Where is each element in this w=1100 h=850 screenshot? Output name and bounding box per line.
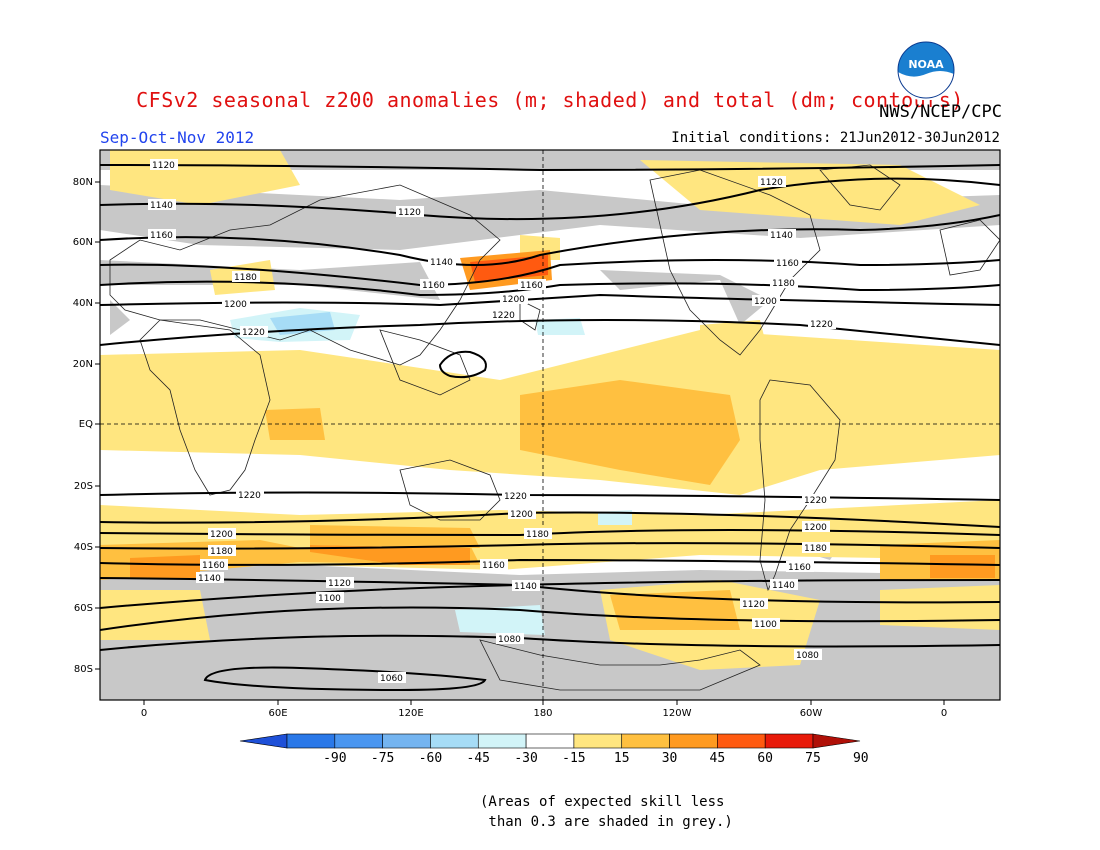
contour-label: 1160 (202, 561, 225, 571)
contour-label: 1080 (796, 651, 819, 661)
colorbar-max-arrow (812, 733, 861, 749)
lat-label: 40N (73, 298, 93, 309)
colorbar-swatch (669, 733, 718, 749)
contour-label: 1200 (510, 510, 533, 520)
lon-label: 0 (941, 708, 947, 719)
lat-label: 60N (73, 237, 93, 248)
contour-label: 1220 (242, 328, 265, 338)
lat-label: 80N (73, 177, 93, 188)
colorbar-swatch (717, 733, 766, 749)
colorbar-swatch (525, 733, 575, 749)
colorbar-tick-label: -15 (562, 751, 585, 766)
contour-label: 1140 (150, 201, 173, 211)
lon-label: 60W (800, 708, 823, 719)
contour-label: 1160 (150, 231, 173, 241)
contour-label: 1120 (742, 600, 765, 610)
contour-label: 1180 (210, 547, 233, 557)
skill-footnote: (Areas of expected skill less than 0.3 a… (480, 794, 733, 830)
contour-label: 1220 (504, 492, 527, 502)
lat-label: 80S (74, 664, 93, 675)
svg-text:NOAA: NOAA (908, 58, 944, 71)
contour-label: 1200 (210, 530, 233, 540)
contour-label: 1200 (754, 297, 777, 307)
anomaly-map: 1120 1120 1120 1140 1140 1140 1160 1160 … (73, 149, 1001, 766)
colorbar-swatch (334, 733, 383, 749)
colorbar-swatch (573, 733, 623, 749)
lon-label: 120E (398, 708, 423, 719)
contour-label: 1200 (804, 523, 827, 533)
contour-label: 1220 (804, 496, 827, 506)
colorbar-min-arrow (239, 733, 288, 749)
contour-label: 1140 (772, 581, 795, 591)
contour-label: 1140 (514, 582, 537, 592)
colorbar-tick-label: -45 (467, 751, 490, 766)
contour-label: 1100 (318, 594, 341, 604)
lat-label: 20N (73, 359, 93, 370)
season-label: Sep-Oct-Nov 2012 (100, 128, 255, 147)
lat-label: 20S (74, 481, 93, 492)
colorbar-swatch (430, 733, 479, 749)
contour-label: 1200 (502, 295, 525, 305)
lon-label: 0 (141, 708, 147, 719)
lat-label: 60S (74, 603, 93, 614)
colorbar-tick-label: 90 (853, 751, 869, 766)
initial-conditions-label: Initial conditions: 21Jun2012-30Jun2012 (671, 130, 1000, 146)
colorbar-tick-label: -60 (419, 751, 442, 766)
colorbar-tick-label: -90 (323, 751, 346, 766)
colorbar-tick-label: -30 (514, 751, 537, 766)
contour-label: 1160 (520, 281, 543, 291)
contour-label: 1140 (770, 231, 793, 241)
contour-label: 1160 (482, 561, 505, 571)
colorbar: -90 -75 -60 -45 -30 -15 15 30 45 60 75 90 (239, 733, 869, 766)
colorbar-tick-label: 75 (805, 751, 821, 766)
colorbar-swatch (621, 733, 670, 749)
positive-anomalies (100, 150, 1000, 670)
contour-label: 1160 (776, 259, 799, 269)
contour-label: 1160 (422, 281, 445, 291)
contour-label: 1200 (224, 300, 247, 310)
contour-label: 1060 (380, 674, 403, 684)
colorbar-swatch (382, 733, 431, 749)
contour-label: 1100 (754, 620, 777, 630)
noaa-logo: NOAA (896, 40, 956, 104)
lat-label: 40S (74, 542, 93, 553)
lon-label: 120W (663, 708, 692, 719)
latitude-axis: 80N 60N 40N 20N EQ 20S 40S 60S 80S (73, 177, 100, 675)
lon-label: 180 (533, 708, 552, 719)
colorbar-tick-label: 15 (614, 751, 630, 766)
contour-label: 1120 (152, 161, 175, 171)
colorbar-tick-label: 45 (710, 751, 726, 766)
colorbar-swatch (286, 733, 336, 749)
contour-label: 1180 (234, 273, 257, 283)
contour-label: 1120 (398, 208, 421, 218)
longitude-axis: 0 60E 120E 180 120W 60W 0 (141, 700, 947, 719)
contour-label: 1220 (492, 311, 515, 321)
map-plot-area: 1120 1120 1120 1140 1140 1140 1160 1160 … (100, 150, 1000, 700)
contour-label: 1220 (238, 491, 261, 501)
map-frame (99, 149, 1001, 701)
colorbar-tick-label: -75 (371, 751, 394, 766)
colorbar-swatch (477, 733, 527, 749)
colorbar-tick-label: 30 (662, 751, 678, 766)
contour-label: 1180 (804, 544, 827, 554)
contour-label: 1180 (772, 279, 795, 289)
colorbar-swatch (764, 733, 814, 749)
contour-label: 1220 (810, 320, 833, 330)
contour-label: 1120 (760, 178, 783, 188)
lat-label: EQ (79, 419, 93, 430)
contour-label: 1140 (430, 258, 453, 268)
coastlines (109, 164, 1000, 691)
contour-labels: 1120 1120 1120 1140 1140 1140 1160 1160 … (148, 159, 836, 684)
contour-label: 1120 (328, 579, 351, 589)
colorbar-tick-label: 60 (757, 751, 773, 766)
contour-label: 1160 (788, 563, 811, 573)
contour-label: 1140 (198, 574, 221, 584)
contour-label: 1180 (526, 530, 549, 540)
agency-label: NWS/NCEP/CPC (879, 102, 1002, 122)
lon-label: 60E (268, 708, 287, 719)
contour-label: 1080 (498, 635, 521, 645)
map-title: CFSv2 seasonal z200 anomalies (m; shaded… (136, 88, 964, 112)
